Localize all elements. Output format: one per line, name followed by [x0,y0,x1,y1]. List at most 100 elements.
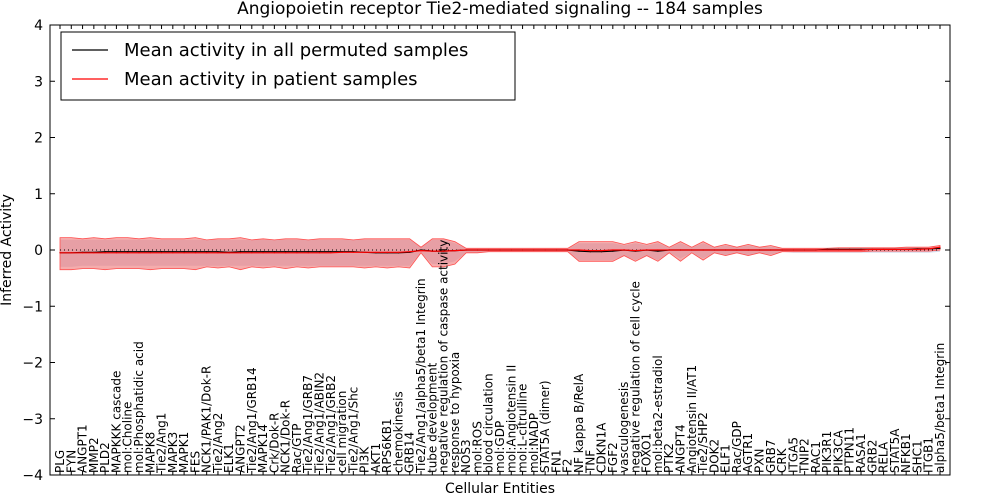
y-tick-label: −2 [22,356,43,372]
x-tick-label: PXN [753,449,767,473]
data-point [273,251,275,253]
x-tick-label: NF kappa B/RelA [572,373,586,473]
data-point [183,251,185,253]
x-tick-label: Tie2/Ang1/ABIN2 [313,372,327,474]
data-point [454,250,456,252]
x-tick-label: NCK1/Dok-R [279,400,293,473]
x-tick-label: blood circulation [482,373,496,473]
x-tick-label: PLD2 [98,442,112,473]
data-point [115,251,117,253]
data-point [488,249,490,251]
x-tick-label: mol:ROS [470,421,484,473]
data-point [634,250,637,252]
data-point [206,251,208,253]
data-point [600,251,603,253]
y-tick-label: −1 [22,299,43,315]
x-tick-label: MAPK14 [256,424,270,473]
x-tick-label: response to hypoxia [448,352,462,473]
x-tick-label: Tie2/Ang1/GRB7 [301,375,315,474]
data-point [815,249,817,251]
data-point [341,251,343,253]
data-point [781,249,783,251]
x-tick-label: RAC1 [809,441,823,473]
data-point [194,252,196,254]
x-tick-label: GRB7 [764,439,778,473]
data-point [194,251,196,253]
x-tick-label: chemokinesis [392,391,406,473]
data-point [916,248,919,250]
data-point [826,249,828,251]
data-point [217,251,219,253]
x-tick-label: Rac/GDP [730,421,744,473]
data-point [578,249,580,251]
data-point [578,250,580,252]
data-point [386,251,388,253]
x-tick-label: STAT5A [888,428,902,473]
data-point [70,252,72,254]
x-tick-label: FES [188,451,202,473]
data-point [104,251,106,253]
x-tick-label: mol:NADP [527,413,541,473]
data-point [364,251,366,253]
x-tick-label: PLG [53,450,67,473]
x-tick-label: Tie2/Ang1/GRB14 [245,367,259,474]
y-tick-label: 0 [34,243,43,259]
data-point [792,249,794,251]
x-tick-label: FN1 [549,449,563,473]
x-tick-label: F2 [561,458,575,473]
x-tick-label: ELF1 [719,444,733,473]
x-tick-label: FGF2 [606,442,620,473]
x-tick-label: AGTR1 [741,433,755,473]
data-point [736,249,738,251]
data-point [251,251,253,253]
x-tick-label: TNF [583,450,597,474]
x-tick-label: CRK [775,447,789,473]
legend-label: Mean activity in patient samples [124,69,418,90]
x-tick-label: NCK1/PAK1/Dok-R [200,366,214,473]
x-tick-label: alpha5/beta1 Integrin [933,343,947,473]
data-point [905,248,907,250]
data-point [228,252,230,254]
data-point [679,249,682,251]
y-axis-label: Inferred Activity [0,194,15,306]
data-point [612,250,614,252]
data-point [499,249,501,251]
x-tick-label: ANGPT2 [234,424,248,473]
data-point [318,251,321,253]
data-point [330,251,332,253]
x-tick-label: mol:L-citrulline [516,384,530,473]
data-point [804,249,806,251]
x-tick-label: PTPN11 [843,427,857,473]
data-point [206,252,208,254]
data-point [533,249,535,251]
x-tick-label: CDKN1A [595,422,609,473]
x-tick-label: mol:Phosphatidic acid [132,341,146,473]
data-point [657,249,659,251]
data-point [273,252,275,254]
data-point [443,250,445,252]
data-point [160,251,163,253]
data-point [239,252,242,254]
data-point [172,252,174,254]
data-point [871,248,873,250]
x-tick-label: MAPKKK cascade [109,371,123,473]
data-point [713,249,716,251]
x-tick-label: mol:beta2-estradiol [651,355,665,473]
data-point [589,250,591,252]
data-point [612,249,614,251]
data-point [567,249,569,251]
x-tick-label: MAPK1 [177,432,191,473]
x-tick-label: PIK3R1 [820,431,834,473]
data-point [251,252,253,254]
data-point [149,251,151,253]
data-point [285,251,287,253]
data-point [600,250,603,252]
data-point [285,252,287,254]
data-point [59,252,61,254]
data-point [725,249,727,251]
data-point [239,251,242,253]
x-tick-label: ELK1 [222,443,236,473]
data-point [646,249,648,251]
